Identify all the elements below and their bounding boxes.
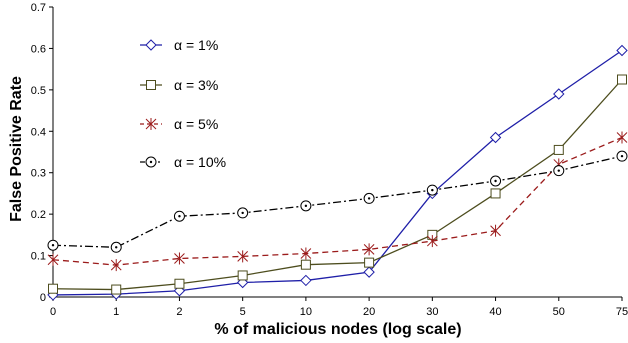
data-point-star — [174, 252, 185, 265]
x-tick-label: 1 — [113, 306, 119, 318]
data-point-circle — [616, 150, 628, 162]
data-point-circle — [237, 207, 249, 219]
data-point-star — [490, 224, 501, 237]
circle-center-dot — [241, 211, 244, 215]
data-point-square — [237, 270, 248, 281]
series-line — [52, 155, 623, 248]
series-3 — [47, 131, 628, 272]
data-point-square — [300, 259, 311, 270]
legend-item-1: α = 1% — [140, 37, 218, 53]
data-point-diamond — [363, 266, 375, 278]
data-point-circle — [145, 156, 157, 168]
data-point-circle — [110, 241, 122, 253]
series-line — [52, 136, 623, 266]
data-point-circle — [300, 200, 312, 212]
data-point-diamond — [300, 274, 312, 287]
data-point-circle — [553, 165, 565, 177]
data-point-star — [616, 131, 628, 144]
data-point-diamond — [145, 39, 157, 51]
circle-center-dot — [115, 246, 118, 249]
y-tick-label: 0.6 — [31, 43, 46, 55]
circle-center-dot — [367, 197, 371, 200]
data-point-square — [617, 74, 627, 85]
series-layer — [47, 44, 628, 301]
legend-item-2: α = 3% — [140, 77, 218, 93]
x-tick-label: 0 — [50, 306, 56, 318]
data-point-star — [300, 247, 312, 260]
series-line — [52, 79, 623, 291]
x-tick-label: 30 — [426, 306, 438, 318]
y-tick-label: 0.3 — [31, 168, 46, 180]
x-tick-label: 20 — [363, 306, 375, 318]
data-point-star — [110, 259, 122, 272]
x-tick-label: 2 — [176, 306, 182, 318]
legend-label: α = 1% — [174, 37, 218, 53]
data-point-star — [237, 250, 249, 263]
data-point-star — [145, 118, 157, 130]
circle-center-dot — [620, 154, 624, 158]
data-point-star — [47, 253, 59, 266]
legend-label: α = 10% — [174, 154, 226, 170]
circle-center-dot — [178, 215, 181, 218]
y-axis-title: False Positive Rate — [8, 76, 25, 222]
circle-center-dot — [304, 204, 308, 208]
x-tick-label: 75 — [616, 306, 628, 318]
data-point-circle — [363, 192, 375, 204]
data-point-star — [426, 235, 438, 248]
data-point-diamond — [489, 131, 502, 144]
data-point-diamond — [553, 88, 565, 100]
series-line — [52, 49, 623, 296]
data-point-circle — [173, 210, 185, 222]
legend-item-4: α = 10% — [140, 154, 226, 170]
data-point-square — [364, 257, 375, 268]
y-tick-label: 0.7 — [31, 2, 46, 14]
x-tick-label: 10 — [300, 306, 312, 318]
data-point-star — [363, 243, 375, 256]
y-tick-label: 0.1 — [31, 251, 46, 263]
x-tick-label: 5 — [240, 306, 246, 318]
circle-center-dot — [431, 188, 434, 192]
legend: α = 1% α = 3% α = 5% α = 10% — [140, 37, 226, 170]
circle-center-dot — [149, 160, 153, 164]
data-point-square — [490, 188, 501, 199]
y-tick-label: 0 — [40, 292, 46, 304]
legend-item-3: α = 5% — [140, 116, 218, 132]
legend-label: α = 3% — [174, 77, 218, 93]
data-point-circle — [490, 175, 502, 187]
data-point-circle — [426, 184, 438, 196]
data-point-square — [174, 278, 185, 289]
data-point-square — [146, 80, 156, 90]
data-point-square — [553, 144, 564, 155]
series-4 — [47, 150, 628, 253]
data-point-diamond — [616, 44, 628, 57]
data-point-circle — [47, 239, 59, 251]
data-point-square — [48, 283, 58, 294]
x-tick-label: 40 — [489, 306, 501, 318]
circle-center-dot — [51, 244, 55, 247]
circle-center-dot — [557, 169, 560, 172]
data-point-square — [111, 284, 122, 295]
y-tick-label: 0.2 — [31, 209, 46, 221]
circle-center-dot — [494, 179, 497, 183]
x-tick-label: 50 — [553, 306, 565, 318]
y-tick-label: 0.4 — [31, 126, 46, 138]
y-tick-label: 0.5 — [31, 85, 46, 97]
legend-label: α = 5% — [174, 116, 218, 132]
x-axis-title: % of malicious nodes (log scale) — [214, 321, 461, 338]
